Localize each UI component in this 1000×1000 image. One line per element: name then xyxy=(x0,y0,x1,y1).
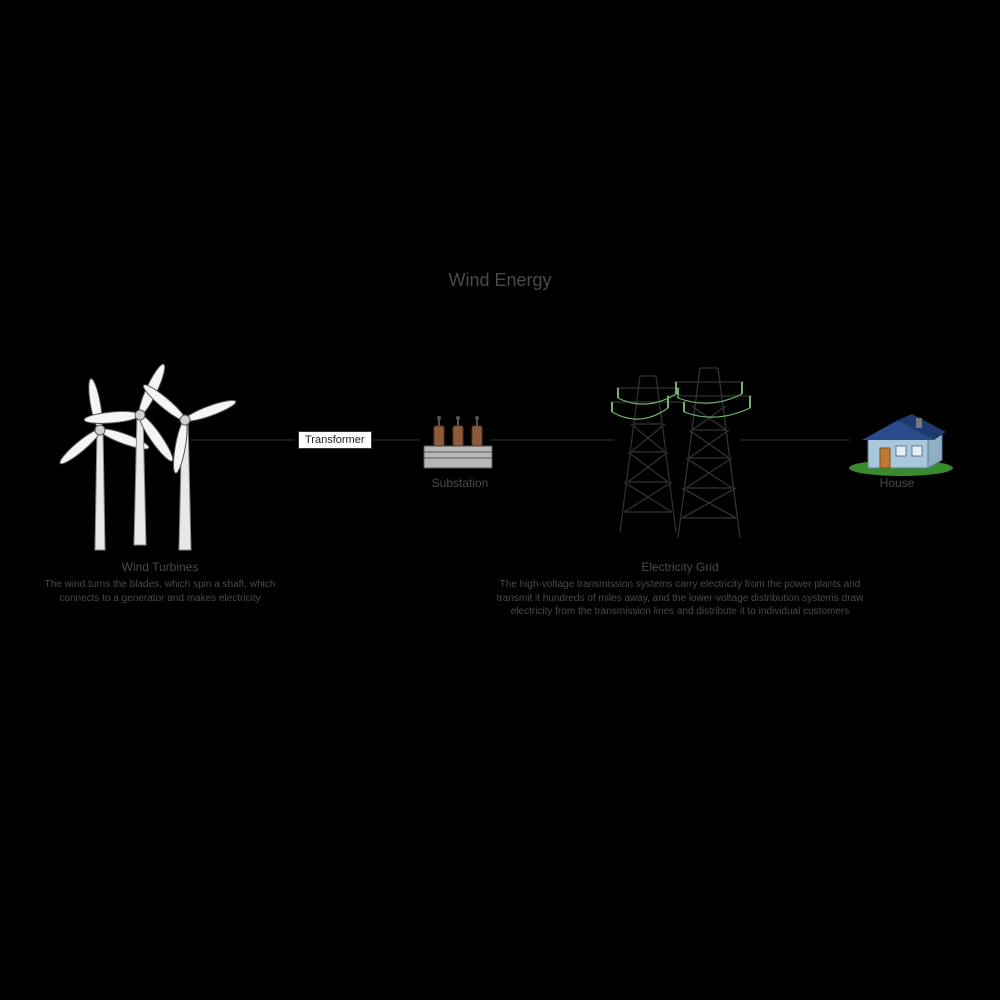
transformer-node: Transformer xyxy=(298,431,372,449)
electricity-grid-label: Electricity Grid xyxy=(610,560,750,574)
substation-icon xyxy=(418,416,498,472)
house-label: House xyxy=(862,476,932,490)
wind-turbines-label: Wind Turbines xyxy=(100,560,220,574)
wind-turbines-icon xyxy=(40,360,250,560)
electricity-grid-description: The high-voltage transmission systems ca… xyxy=(495,578,865,619)
diagram-stage: Wind Energy xyxy=(0,0,1000,1000)
transmission-towers-icon xyxy=(600,362,760,552)
wind-turbines-description: The wind turns the blades, which spin a … xyxy=(30,578,290,605)
substation-label: Substation xyxy=(420,476,500,490)
house-icon xyxy=(846,408,956,478)
